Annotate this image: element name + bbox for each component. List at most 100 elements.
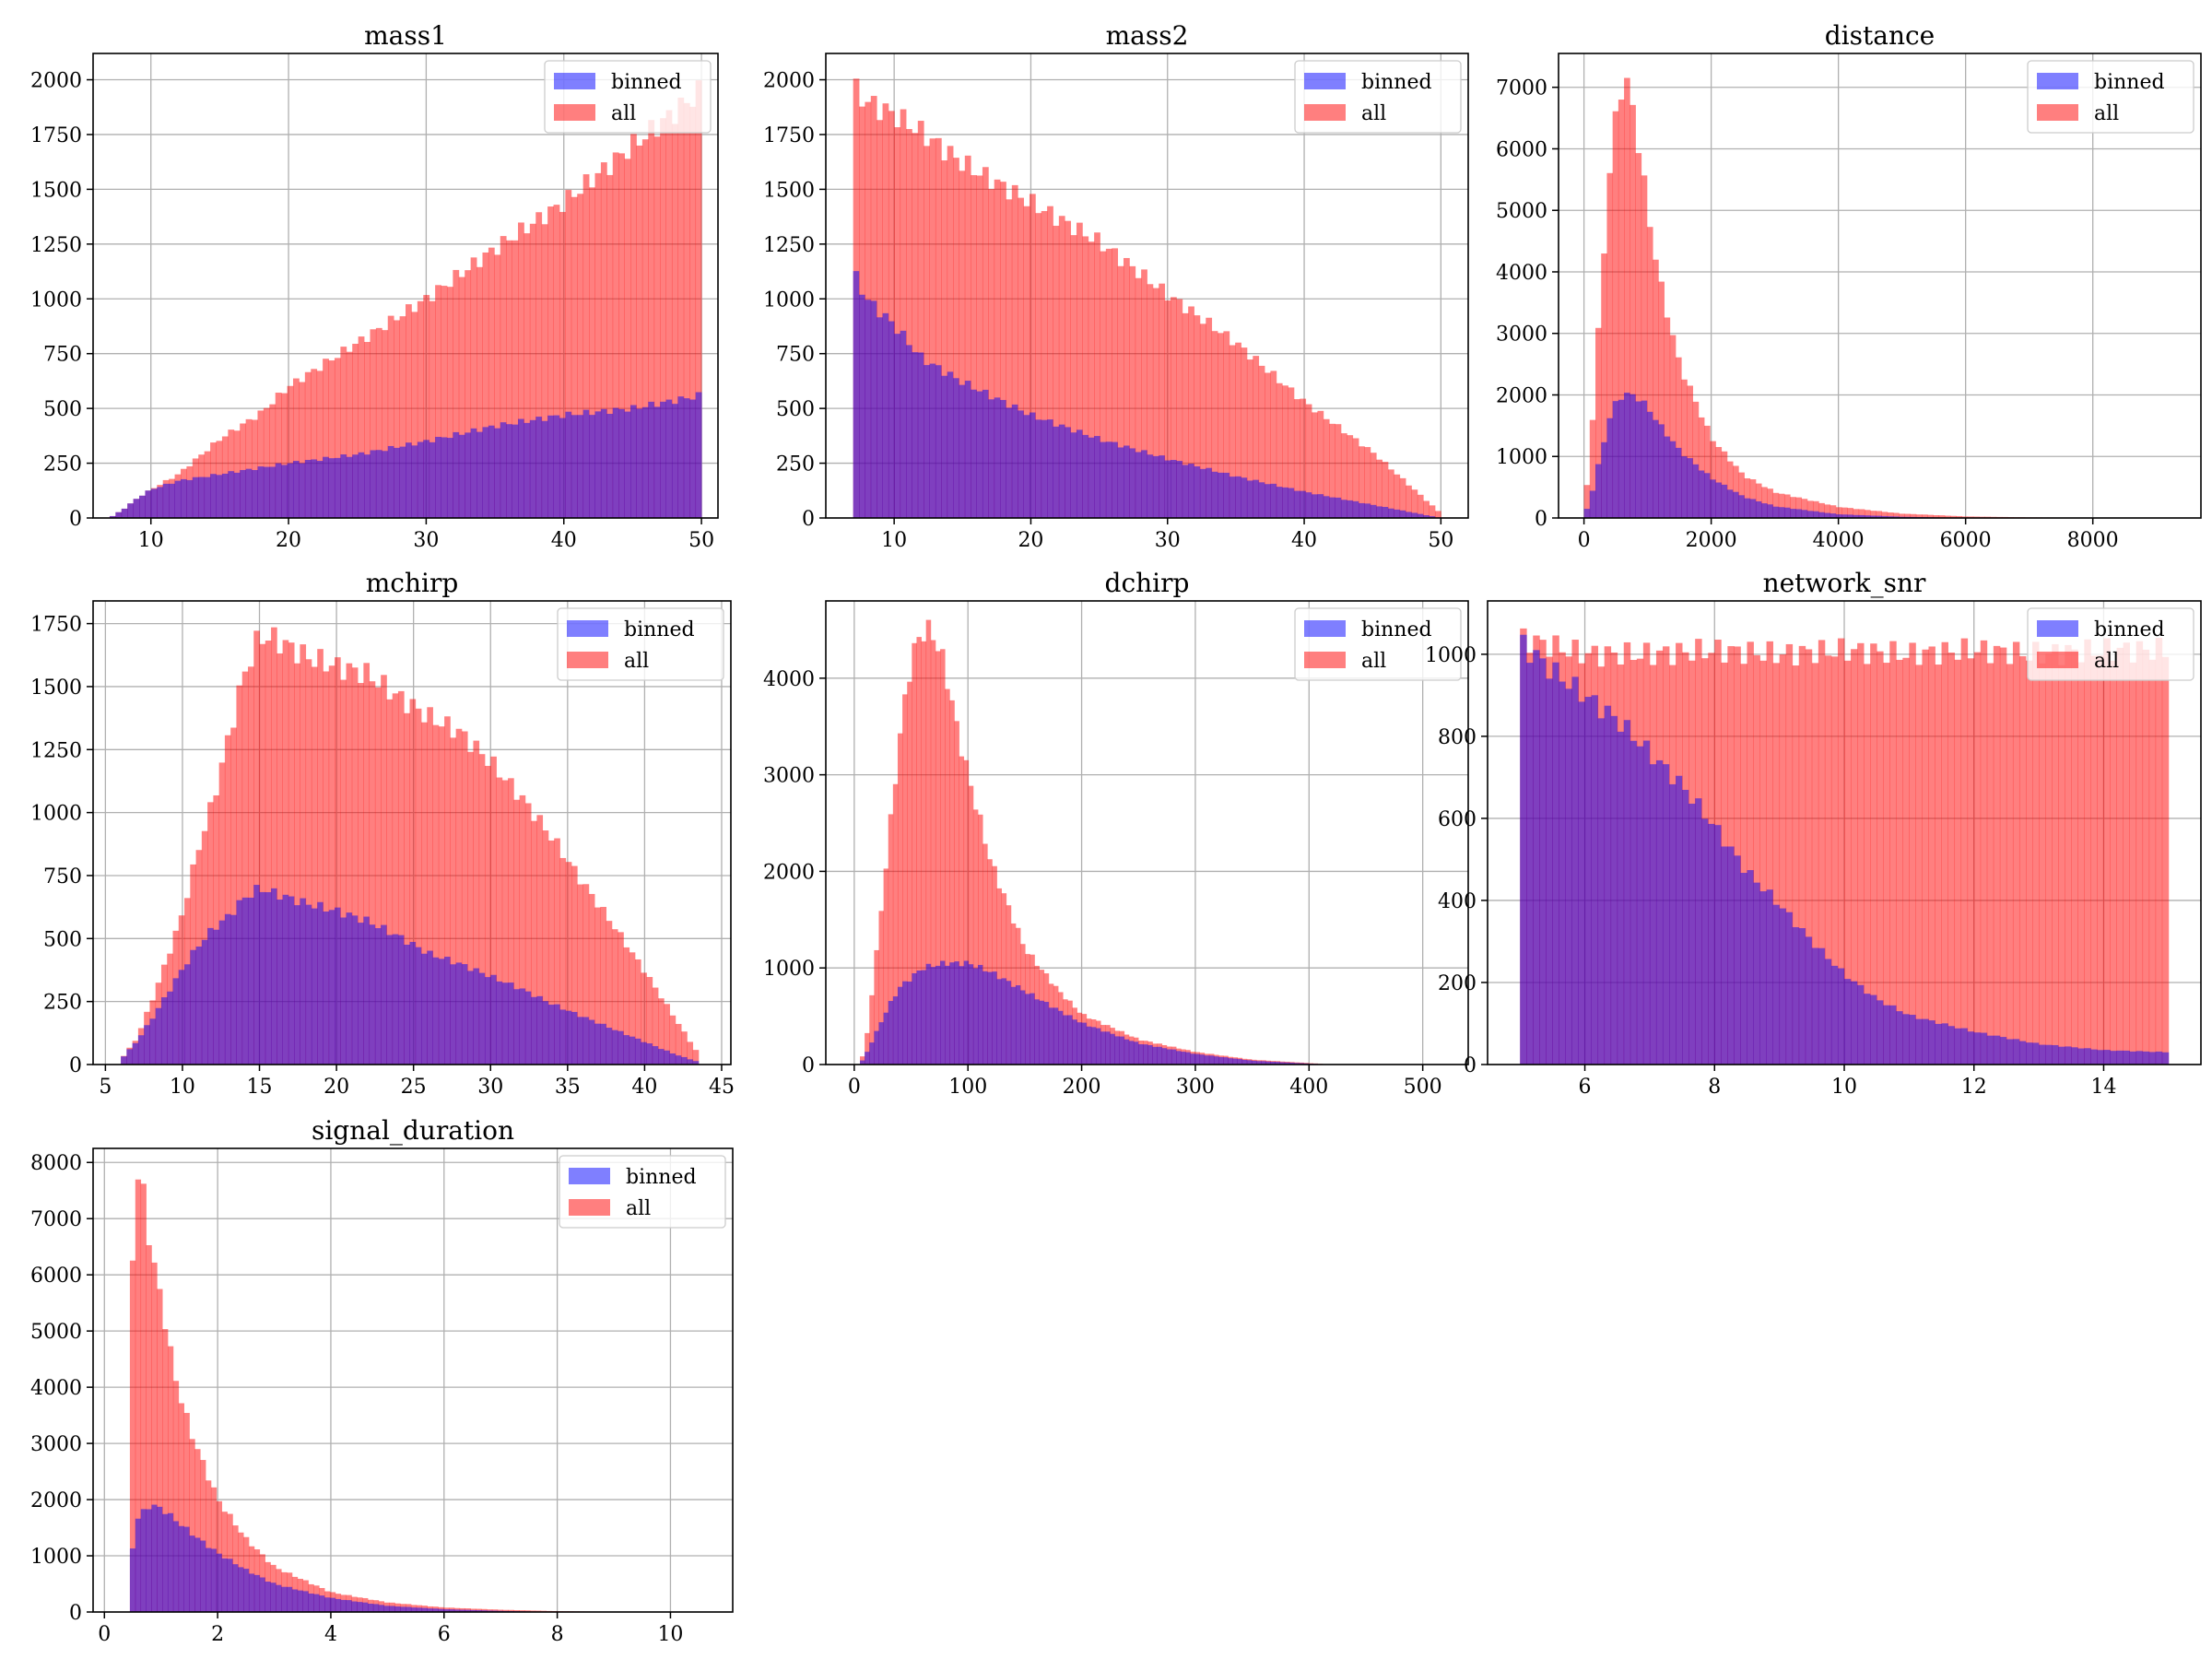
bar-all — [484, 765, 491, 1065]
bar-all — [1029, 194, 1036, 518]
bar-all — [541, 224, 548, 518]
bar-all — [358, 683, 364, 1065]
bar-all — [2123, 642, 2130, 1065]
bar-binned — [1190, 1053, 1195, 1065]
bar-binned — [1778, 507, 1785, 518]
bar-binned — [1830, 965, 1839, 1065]
bar-all — [1960, 638, 1969, 1065]
bar-binned — [121, 1056, 127, 1065]
bar-binned — [692, 1061, 700, 1065]
bar-binned — [228, 471, 235, 518]
bar-binned — [227, 1559, 233, 1612]
legend: binned all — [1294, 607, 1462, 681]
bar-binned — [1721, 846, 1728, 1065]
bar-binned — [1772, 904, 1781, 1065]
bar-all — [1094, 232, 1100, 518]
bar-binned — [1039, 1000, 1045, 1065]
bar-binned — [1105, 1031, 1111, 1065]
bar-binned — [411, 445, 418, 518]
bar-binned — [2090, 1049, 2098, 1065]
bar-binned — [1565, 688, 1572, 1065]
x-tick-label: 4000 — [1813, 529, 1865, 552]
bar-all — [1006, 199, 1013, 518]
bar-all — [2136, 641, 2144, 1065]
bar-binned — [2026, 1042, 2033, 1065]
bar-all — [513, 1610, 520, 1612]
bar-binned — [1714, 825, 1722, 1065]
bar-all — [323, 359, 329, 518]
bar-all — [1734, 646, 1741, 1065]
bar-binned — [1591, 695, 1599, 1065]
bar-all — [455, 728, 463, 1065]
y-tick-label: 1250 — [30, 234, 82, 257]
bar-all — [945, 688, 950, 1065]
bar-all — [982, 843, 988, 1065]
bar-binned — [1744, 498, 1751, 518]
bar-binned — [1811, 947, 1819, 1065]
bar-binned — [1759, 891, 1767, 1065]
bar-binned — [1329, 497, 1335, 518]
bar-all — [1675, 357, 1682, 518]
bar-all — [959, 756, 965, 1065]
subplot-dchirp: 0 100 200 300 400 500 0 1000 2000 3000 4000 dchirp b… — [763, 568, 1469, 1099]
bar-all — [1915, 514, 1923, 518]
bar-binned — [1110, 1033, 1115, 1065]
bar-binned — [1152, 1046, 1158, 1065]
bar-all — [660, 118, 666, 518]
bar-binned — [370, 450, 377, 518]
x-tick-label: 6 — [438, 1623, 451, 1646]
bar-binned — [954, 961, 959, 1065]
bar-binned — [641, 406, 649, 518]
bar-binned — [127, 503, 135, 518]
bar-binned — [2052, 1044, 2059, 1065]
bar-binned — [524, 991, 532, 1065]
bar-all — [352, 343, 359, 518]
bar-binned — [243, 1569, 250, 1612]
bar-binned — [1246, 480, 1253, 518]
y-tick-label: 0 — [1464, 1054, 1477, 1077]
bar-all — [1759, 660, 1767, 1065]
bar-binned — [1595, 464, 1602, 518]
bar-binned — [646, 1043, 653, 1065]
bars-group — [860, 619, 1333, 1065]
bar-binned — [241, 897, 249, 1065]
bar-all — [1910, 513, 1917, 518]
bar-binned — [1835, 514, 1842, 518]
bar-binned — [912, 352, 919, 518]
bar-all — [1772, 663, 1781, 1065]
bar-binned — [1710, 479, 1716, 518]
bar-binned — [902, 981, 908, 1065]
bar-binned — [1642, 740, 1651, 1065]
x-tick-label: 0 — [98, 1623, 111, 1646]
axes-frame — [1558, 53, 2202, 519]
bar-all — [417, 300, 424, 518]
y-tick-label: 1750 — [30, 614, 82, 637]
bar-binned — [652, 1046, 659, 1065]
bar-all — [1851, 649, 1858, 1065]
bar-all — [2110, 660, 2117, 1065]
bar-all — [664, 1004, 670, 1065]
bar-all — [1801, 499, 1808, 518]
y-tick-label: 1500 — [763, 179, 815, 202]
bar-binned — [394, 1606, 401, 1612]
bar-all — [271, 627, 277, 1065]
bar-all — [1844, 660, 1852, 1065]
bar-all — [1669, 335, 1677, 518]
bar-all — [959, 171, 966, 518]
bar-all — [618, 153, 625, 518]
bar-all — [648, 120, 655, 518]
bar-all — [1100, 251, 1107, 518]
bar-all — [935, 651, 941, 1065]
bar-binned — [1312, 494, 1318, 518]
bar-binned — [1792, 926, 1800, 1065]
bar-binned — [288, 896, 295, 1065]
legend-label-binned: binned — [2094, 618, 2165, 641]
bar-binned — [1935, 1023, 1942, 1065]
y-tick-label: 2000 — [30, 70, 82, 93]
bar-all — [1305, 404, 1312, 518]
bar-binned — [959, 966, 965, 1065]
bar-binned — [178, 970, 185, 1065]
bar-binned — [559, 418, 566, 518]
bar-binned — [1578, 701, 1585, 1065]
bar-binned — [1853, 514, 1860, 518]
